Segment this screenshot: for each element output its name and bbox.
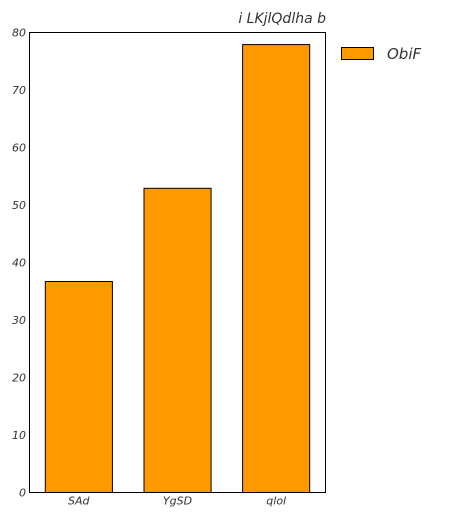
bars-group: [44, 44, 311, 494]
y-tick-label: 50: [12, 199, 26, 212]
y-tick-label: 20: [12, 372, 26, 385]
legend-swatch: [341, 47, 374, 60]
plot-frame: [29, 32, 326, 493]
legend: ObiF: [341, 45, 421, 63]
x-tick-label: SAd: [68, 495, 91, 508]
y-tick-label: 80: [12, 27, 26, 40]
y-tick-label: 0: [19, 487, 26, 500]
y-tick-label: 10: [12, 429, 26, 442]
bar-qlol: [242, 44, 311, 493]
bar-SAd: [44, 281, 113, 493]
y-tick-label: 70: [12, 84, 26, 97]
x-axis: SAd YgSD qlol: [68, 495, 286, 508]
y-tick-label: 40: [12, 257, 26, 270]
x-tick-label: YgSD: [163, 495, 192, 508]
y-tick-label: 60: [12, 142, 26, 155]
bar-YgSD: [143, 187, 212, 494]
y-axis: 0 10 20 30 40 50 60 70 80: [12, 27, 26, 500]
y-tick-label: 30: [12, 314, 26, 327]
legend-label: ObiF: [387, 45, 421, 63]
chart-title: i LKjlQdlha b: [238, 11, 326, 27]
x-tick-label: qlol: [266, 495, 286, 508]
